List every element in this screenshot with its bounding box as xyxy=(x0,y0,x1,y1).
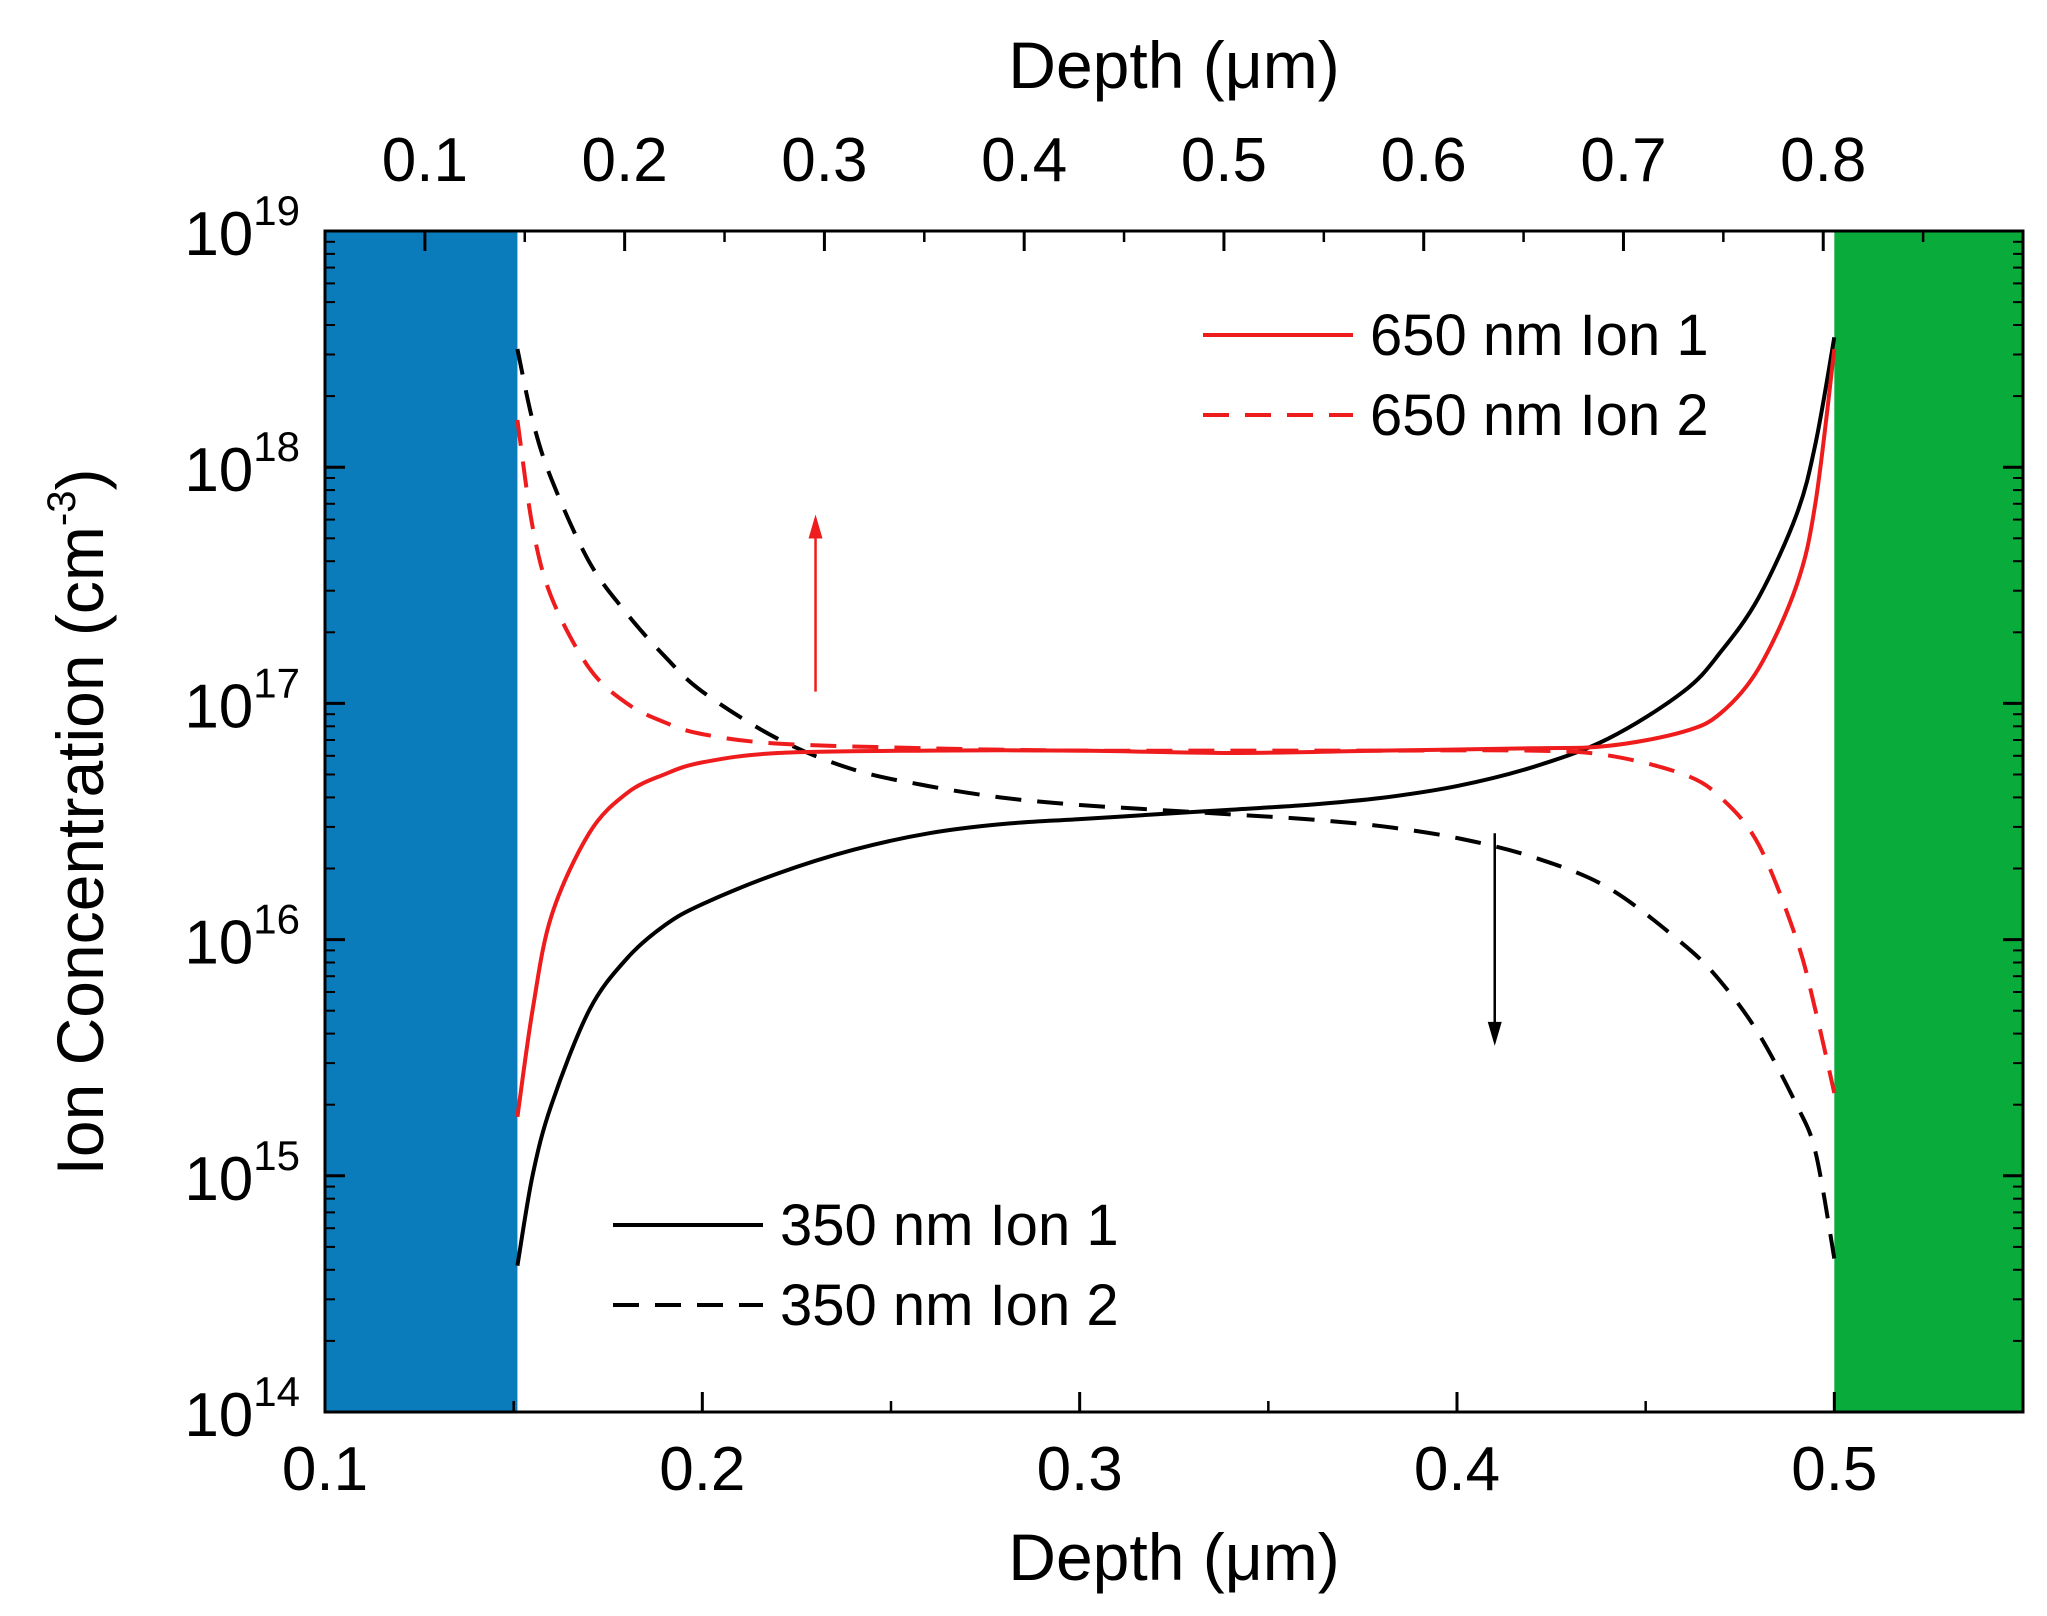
y-tick-label: 1014 xyxy=(184,1368,300,1450)
legend-label: 350 nm Ion 2 xyxy=(780,1273,1119,1338)
black-down-arrow-head xyxy=(1487,1021,1502,1046)
y-axis-title-end: ) xyxy=(43,469,117,491)
y-tick-label: 1019 xyxy=(184,187,300,269)
x-tick-label: 0.5 xyxy=(1791,1435,1877,1504)
legend-label: 350 nm Ion 1 xyxy=(780,1193,1119,1258)
legend-label: 650 nm Ion 2 xyxy=(1370,383,1709,448)
y-tick-base: 10 xyxy=(184,672,253,741)
y-tick-exp: 15 xyxy=(253,1132,300,1179)
x-axis-title: Depth (μm) xyxy=(1008,1520,1339,1594)
top-x-axis-title: Depth (μm) xyxy=(1008,28,1339,102)
y-tick-exp: 16 xyxy=(253,896,300,943)
right-electrode-region xyxy=(1834,231,2023,1412)
y-tick-base: 10 xyxy=(184,200,253,269)
y-tick-base: 10 xyxy=(184,1381,253,1450)
series-line-650-nm-ion-2 xyxy=(515,419,1837,1094)
legend-650nm: 650 nm Ion 1 650 nm Ion 2 xyxy=(1203,303,1709,448)
legend-label: 650 nm Ion 1 xyxy=(1370,303,1709,368)
y-tick-exp: 18 xyxy=(253,423,300,470)
series-line-650-nm-ion-1 xyxy=(515,348,1837,1118)
y-tick-base: 10 xyxy=(184,436,253,505)
y-tick-base: 10 xyxy=(184,1145,253,1214)
x2-tick-label: 0.4 xyxy=(981,126,1067,195)
y-tick-label: 1015 xyxy=(184,1132,300,1214)
x2-tick-label: 0.6 xyxy=(1381,126,1467,195)
y-tick-label: 1016 xyxy=(184,896,300,978)
x2-tick-label: 0.8 xyxy=(1780,126,1866,195)
x-tick-label: 0.2 xyxy=(659,1435,745,1504)
y-tick-label: 1017 xyxy=(184,659,300,741)
x-tick-label: 0.1 xyxy=(282,1435,368,1504)
legend-350nm: 350 nm Ion 1 350 nm Ion 2 xyxy=(613,1193,1119,1338)
arrows-layer xyxy=(808,514,1502,1046)
y-tick-exp: 17 xyxy=(253,659,300,706)
plot-frame xyxy=(323,229,2025,1414)
red-up-arrow-head xyxy=(808,514,823,539)
y-tick-base: 10 xyxy=(184,909,253,978)
x2-tick-label: 0.2 xyxy=(582,126,668,195)
y-axis-title: Ion Concentration (cm-3) xyxy=(40,469,117,1176)
left-electrode-region xyxy=(325,231,518,1412)
series-line-350-nm-ion-1 xyxy=(515,336,1837,1266)
y-tick-label: 1018 xyxy=(184,423,300,505)
ticks-layer: 0.1 0.2 0.3 0.4 0.5 0.1 0.2 0.3 0.4 0.5 0.6 0.7 0.8 1… xyxy=(184,126,2025,1504)
regions-layer xyxy=(325,231,2023,1412)
series-line-350-nm-ion-2 xyxy=(515,348,1837,1259)
x-tick-label: 0.3 xyxy=(1037,1435,1123,1504)
x2-tick-label: 0.3 xyxy=(781,126,867,195)
series-layer xyxy=(515,336,1837,1266)
y-tick-exp: 19 xyxy=(253,187,300,234)
y-tick-exp: 14 xyxy=(253,1368,300,1415)
y-axis-title-sup: -3 xyxy=(40,491,84,527)
x-tick-label: 0.4 xyxy=(1414,1435,1500,1504)
x2-tick-label: 0.7 xyxy=(1580,126,1666,195)
y-axis-title-main: Ion Concentration (cm xyxy=(43,526,117,1175)
x2-tick-label: 0.5 xyxy=(1181,126,1267,195)
x2-tick-label: 0.1 xyxy=(382,126,468,195)
